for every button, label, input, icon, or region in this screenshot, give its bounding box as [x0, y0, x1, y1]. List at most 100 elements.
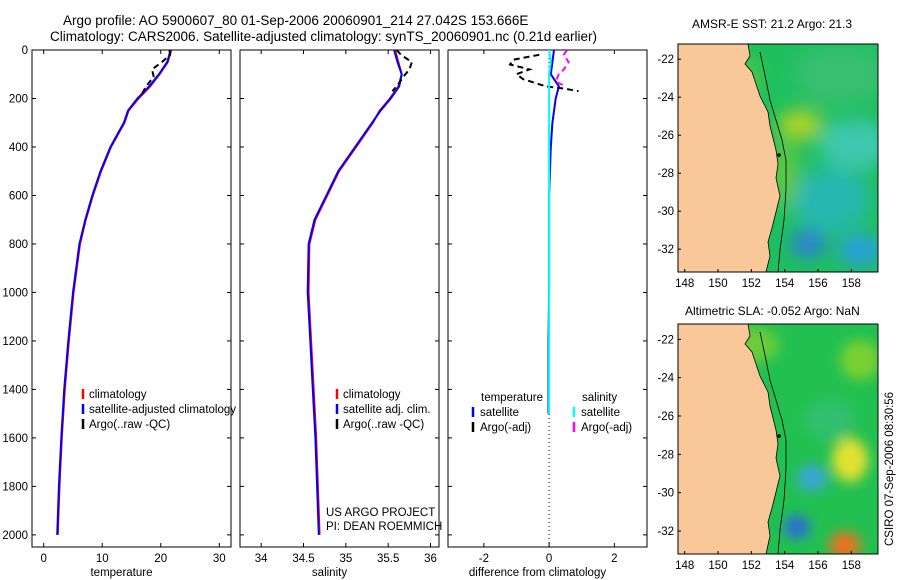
temperature-ytick-label: 1600 — [2, 433, 28, 445]
salinity-line-satellite-adj-clim- — [306, 50, 403, 535]
credit-pi: PI: DEAN ROEMMICH — [326, 521, 442, 533]
difference-legend-temp-title: temperature — [481, 392, 543, 404]
sst_map-ytick-label: -30 — [657, 206, 674, 218]
sla-isobath — [759, 331, 787, 554]
sst_map-ytick-label: -32 — [657, 244, 674, 256]
sst-float-marker — [777, 153, 781, 157]
difference-line-argo-adj- — [554, 50, 570, 88]
sla_map-ytick-label: -26 — [657, 411, 674, 423]
temperature-panel: 0 200 400 600 800 1000 1200 1400 1600 1800 2000 0 10… — [2, 45, 236, 579]
difference-line-satellite — [548, 50, 552, 414]
temperature-line-climatology — [56, 50, 173, 535]
temperature-xtick-label: 0 — [41, 553, 47, 565]
sla_map-ytick-label: -24 — [657, 373, 674, 385]
salinity-xtick-label: 34 — [255, 553, 268, 565]
salinity-xtick-label: 35 — [339, 553, 352, 565]
salinity-xlabel: salinity — [312, 567, 347, 579]
sla-float-marker — [777, 434, 781, 438]
sla_map-xtick-label: 152 — [742, 560, 761, 572]
temperature-ytick-label: 1800 — [2, 481, 28, 493]
credit-project: US ARGO PROJECT — [326, 507, 435, 519]
sla_map-ytick-label: -32 — [657, 526, 674, 538]
credit-side: CSIRO 07-Sep-2006 08:30:56 — [884, 392, 896, 546]
figure-title-line1: Argo profile: AO 5900607_80 01-Sep-2006 … — [63, 13, 529, 28]
figure-title-line2: Climatology: CARS2006. Satellite-adjuste… — [50, 29, 598, 44]
difference-xtick-label: -2 — [479, 553, 489, 565]
salinity-line-argo-raw-qc- — [391, 50, 414, 92]
difference-legend-label: Argo(-adj) — [581, 422, 632, 434]
temperature-xlabel: temperature — [90, 567, 152, 579]
temperature-ytick-label: 200 — [9, 93, 28, 105]
difference-legend-sal-title: salinity — [582, 392, 617, 404]
sla_map-xtick-label: 150 — [708, 560, 727, 572]
sst-map-frame — [677, 43, 879, 273]
sla_map-xtick-label: 154 — [775, 560, 795, 572]
temperature-ytick-label: 2000 — [2, 530, 28, 542]
sla_map-xtick-label: 148 — [675, 560, 694, 572]
temperature-ytick-label: 0 — [22, 45, 28, 57]
salinity-line-climatology — [307, 50, 403, 535]
sla-land — [678, 324, 781, 554]
sla_map-ytick-label: -30 — [657, 488, 674, 500]
difference-xtick-label: 2 — [611, 553, 617, 565]
temperature-series — [56, 50, 173, 535]
temperature-line-satellite-adjusted-climatology — [56, 50, 172, 535]
difference-series — [508, 50, 579, 414]
salinity-xtick-label: 34.5 — [292, 553, 314, 565]
sst_map-xtick-label: 152 — [742, 278, 761, 290]
salinity-legend-label: climatology — [343, 389, 401, 401]
salinity-legend-label: Argo(..raw -QC) — [343, 419, 424, 431]
temperature-line-argo-raw-qc- — [141, 50, 172, 95]
sla_map-ytick-label: -22 — [657, 334, 674, 346]
salinity-frame — [239, 49, 440, 548]
difference-panel: -2 0 2 difference from climatology temperatu… — [447, 49, 648, 579]
sst-map-title: AMSR-E SST: 21.2 Argo: 21.3 — [692, 17, 853, 31]
sst_map-xtick-label: 158 — [842, 278, 861, 290]
sla_map-xtick-label: 158 — [842, 560, 861, 572]
temperature-frame — [31, 49, 232, 548]
sla-map — [678, 324, 878, 554]
sst_map-xtick-label: 156 — [808, 278, 827, 290]
sla-map-frame — [677, 323, 879, 555]
sst_map-ytick-label: -26 — [657, 130, 674, 142]
sst_map-ytick-label: -24 — [657, 92, 674, 104]
sla_map-xtick-label: 156 — [808, 560, 827, 572]
difference-frame — [447, 49, 648, 548]
sla-map-title: Altimetric SLA: -0.052 Argo: NaN — [685, 304, 860, 318]
difference-xlabel: difference from climatology — [469, 567, 606, 579]
temperature-xtick-label: 10 — [96, 553, 109, 565]
sst-map-axes: 148 150 152 154 156 158 -22 -24 -26 -28 -30 -32 — [657, 54, 861, 290]
sst_map-xtick-label: 154 — [775, 278, 795, 290]
sst-land — [678, 44, 781, 272]
temperature-ytick-label: 600 — [9, 190, 28, 202]
temperature-ytick-label: 1000 — [2, 287, 28, 299]
difference-legend-label: satellite — [581, 407, 620, 419]
temperature-ytick-label: 800 — [9, 239, 28, 251]
difference-legend-label: satellite — [480, 407, 519, 419]
temperature-legend-label: Argo(..raw -QC) — [89, 419, 170, 431]
temperature-legend-label: climatology — [89, 389, 147, 401]
sla_map-ytick-label: -28 — [657, 449, 674, 461]
salinity-xtick-label: 35.5 — [377, 553, 399, 565]
salinity-xtick-label: 36 — [424, 553, 437, 565]
temperature-ytick-label: 1400 — [2, 384, 28, 396]
sst-map — [678, 44, 878, 272]
difference-line-argo-adj- — [508, 53, 579, 93]
temperature-xtick-label: 20 — [154, 553, 167, 565]
salinity-series — [306, 50, 414, 535]
temperature-ytick-label: 400 — [9, 142, 28, 154]
sst_map-ytick-label: -28 — [657, 168, 674, 180]
sst_map-ytick-label: -22 — [657, 54, 674, 66]
sst-isobath — [759, 51, 787, 272]
difference-xtick-label: 0 — [546, 553, 552, 565]
salinity-panel: 34 34.5 35 35.5 36 salinity climatology satelli… — [239, 49, 440, 579]
sst_map-xtick-label: 150 — [708, 278, 727, 290]
temperature-ytick-label: 1200 — [2, 336, 28, 348]
temperature-xtick-label: 30 — [213, 553, 226, 565]
sla-map-axes: 148 150 152 154 156 158 -22 -24 -26 -28 -30 -32 — [657, 334, 861, 572]
temperature-legend-label: satellite-adjusted climatology — [89, 404, 236, 416]
salinity-legend-label: satellite adj. clim. — [343, 404, 431, 416]
sst_map-xtick-label: 148 — [675, 278, 694, 290]
